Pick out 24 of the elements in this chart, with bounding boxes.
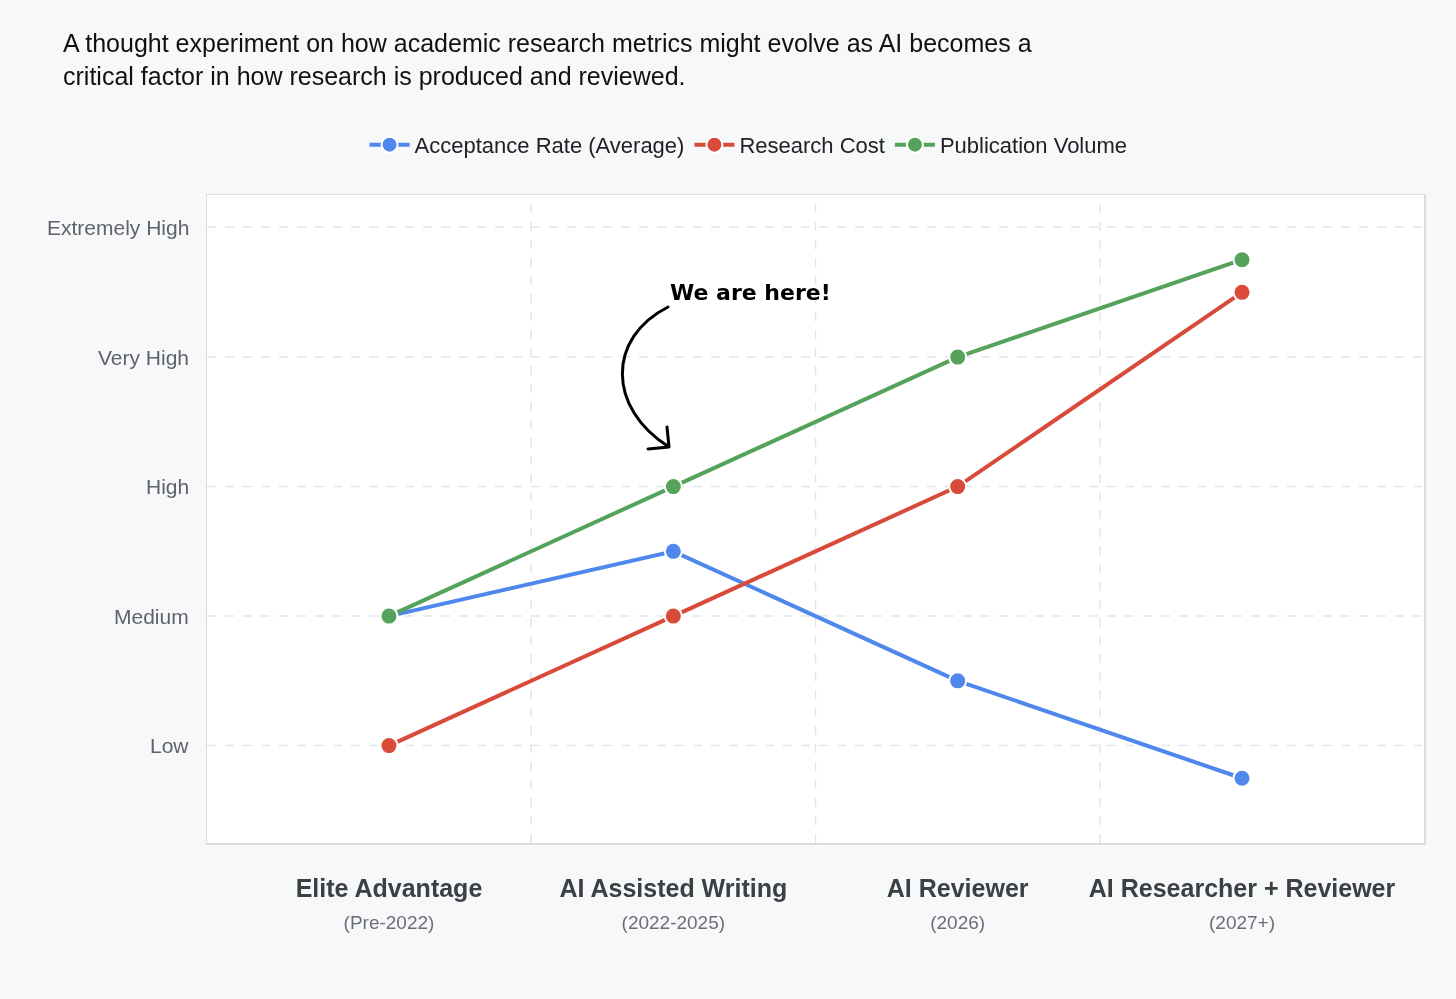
legend-label: Research Cost: [739, 133, 885, 159]
point: [948, 671, 968, 691]
x-tick-label: AI Assisted Writing (2022-2025): [559, 873, 788, 933]
point: [1232, 250, 1252, 270]
chart-title: A thought experiment on how academic research metrics might evolve as AI becomes a critical factor in how research is produced and reviewed.: [63, 28, 1033, 92]
ref-line-label: Low: [150, 734, 190, 757]
ref-line-label: Medium: [114, 605, 189, 628]
point: [663, 606, 683, 626]
point: [1232, 768, 1252, 788]
point: [663, 477, 683, 497]
legend-label: Publication Volume: [939, 133, 1128, 159]
x-tick-label: AI Reviewer (2026): [886, 873, 1029, 933]
ref-line-label: High: [146, 475, 190, 498]
x-tick-label: Elite Advantage (Pre-2022): [295, 873, 483, 933]
point: [663, 541, 683, 561]
point: [948, 477, 968, 497]
annotation: We are here!: [670, 280, 831, 305]
x-tick-label: AI Researcher + Reviewer (2027+): [1088, 873, 1396, 933]
legend-label: Acceptance Rate (Average): [414, 133, 685, 159]
ref-line-label: Very High: [98, 346, 190, 369]
ref-line-label: Extremely High: [47, 216, 190, 239]
point: [948, 347, 968, 367]
point: [1232, 282, 1252, 302]
point: [379, 736, 399, 756]
